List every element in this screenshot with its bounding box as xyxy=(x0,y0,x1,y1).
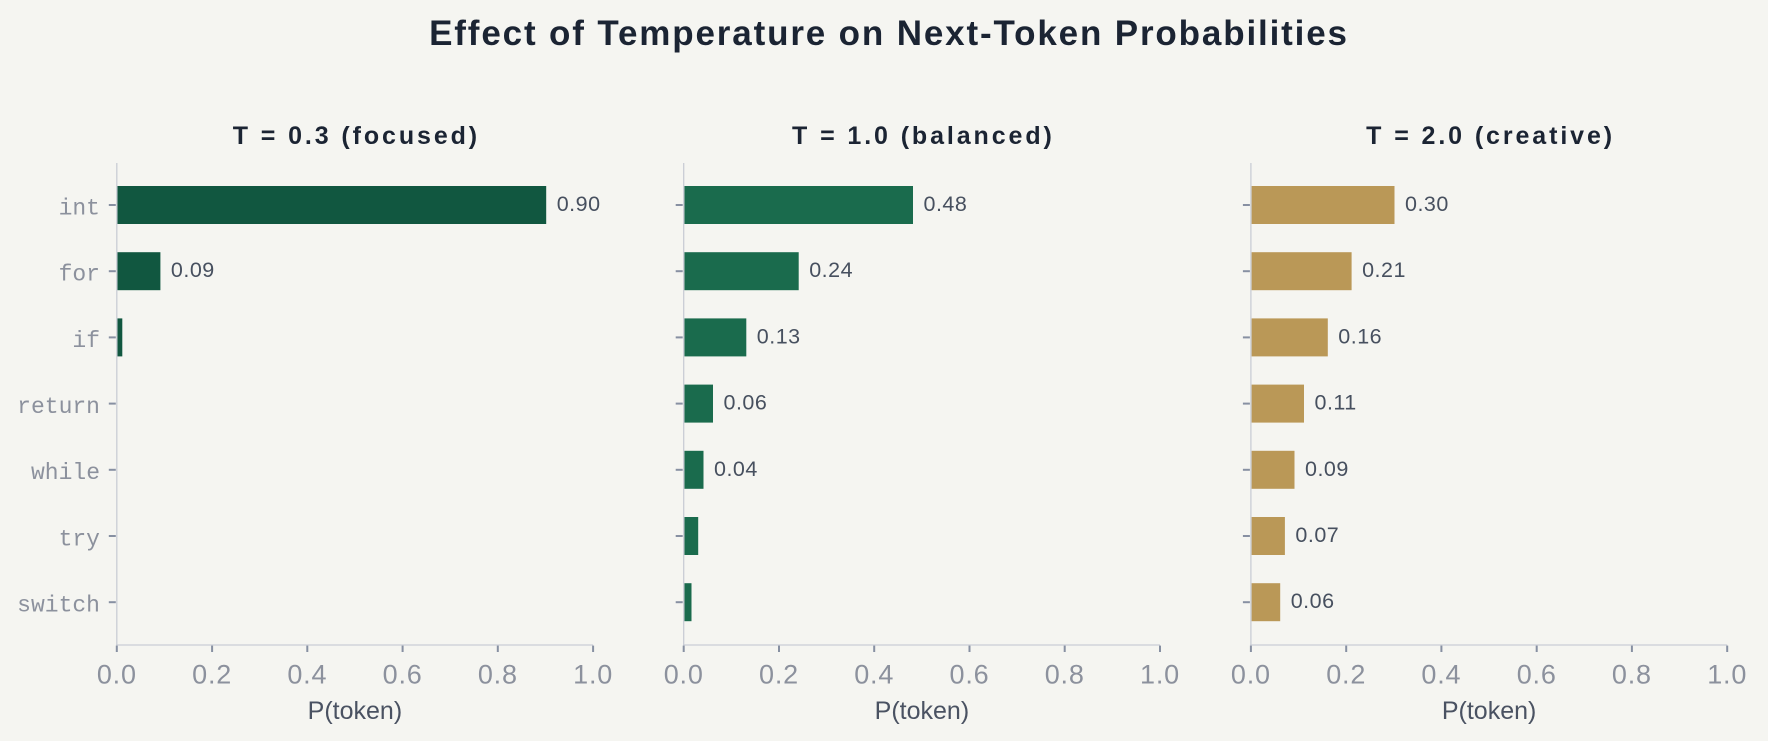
svg-text:0.06: 0.06 xyxy=(724,391,768,415)
svg-text:0.21: 0.21 xyxy=(1362,258,1406,282)
svg-text:0.8: 0.8 xyxy=(1612,660,1652,690)
svg-text:P(token): P(token) xyxy=(1442,697,1536,725)
svg-text:T = 2.0 (creative): T = 2.0 (creative) xyxy=(1366,122,1615,150)
svg-text:1.0: 1.0 xyxy=(1707,660,1747,690)
svg-text:P(token): P(token) xyxy=(308,697,402,725)
svg-text:T = 0.3 (focused): T = 0.3 (focused) xyxy=(233,122,480,150)
svg-text:Effect of Temperature on Next-: Effect of Temperature on Next-Token Prob… xyxy=(429,14,1349,53)
svg-text:0.0: 0.0 xyxy=(1231,660,1271,690)
svg-text:for: for xyxy=(59,262,100,288)
svg-text:0.2: 0.2 xyxy=(192,660,232,690)
svg-text:0.04: 0.04 xyxy=(714,457,758,481)
svg-text:0.4: 0.4 xyxy=(1421,660,1461,690)
svg-text:0.0: 0.0 xyxy=(664,660,704,690)
svg-text:0.13: 0.13 xyxy=(757,324,801,348)
svg-text:int: int xyxy=(59,195,100,221)
svg-text:0.90: 0.90 xyxy=(557,192,601,216)
svg-text:0.09: 0.09 xyxy=(171,258,215,282)
svg-text:0.6: 0.6 xyxy=(950,660,990,690)
svg-text:0.4: 0.4 xyxy=(287,660,327,690)
svg-text:0.30: 0.30 xyxy=(1405,192,1449,216)
svg-text:1.0: 1.0 xyxy=(1140,660,1180,690)
svg-text:1.0: 1.0 xyxy=(573,660,613,690)
svg-text:return: return xyxy=(17,394,100,420)
svg-text:T = 1.0 (balanced): T = 1.0 (balanced) xyxy=(792,122,1055,150)
svg-text:0.07: 0.07 xyxy=(1295,523,1339,547)
svg-text:P(token): P(token) xyxy=(875,697,969,725)
svg-text:switch: switch xyxy=(17,593,100,619)
svg-text:0.8: 0.8 xyxy=(478,660,518,690)
svg-text:0.11: 0.11 xyxy=(1315,391,1357,415)
svg-text:0.6: 0.6 xyxy=(383,660,423,690)
svg-text:0.0: 0.0 xyxy=(97,660,137,690)
svg-text:0.24: 0.24 xyxy=(809,258,853,282)
svg-text:try: try xyxy=(59,526,101,552)
svg-text:0.06: 0.06 xyxy=(1291,589,1335,613)
svg-text:0.2: 0.2 xyxy=(759,660,799,690)
svg-text:0.09: 0.09 xyxy=(1305,457,1349,481)
svg-text:0.4: 0.4 xyxy=(854,660,894,690)
svg-text:0.48: 0.48 xyxy=(924,192,968,216)
svg-text:0.2: 0.2 xyxy=(1326,660,1366,690)
svg-text:if: if xyxy=(72,328,100,354)
svg-text:0.6: 0.6 xyxy=(1517,660,1557,690)
svg-text:while: while xyxy=(31,460,100,486)
svg-text:0.8: 0.8 xyxy=(1045,660,1085,690)
svg-text:0.16: 0.16 xyxy=(1338,324,1382,348)
